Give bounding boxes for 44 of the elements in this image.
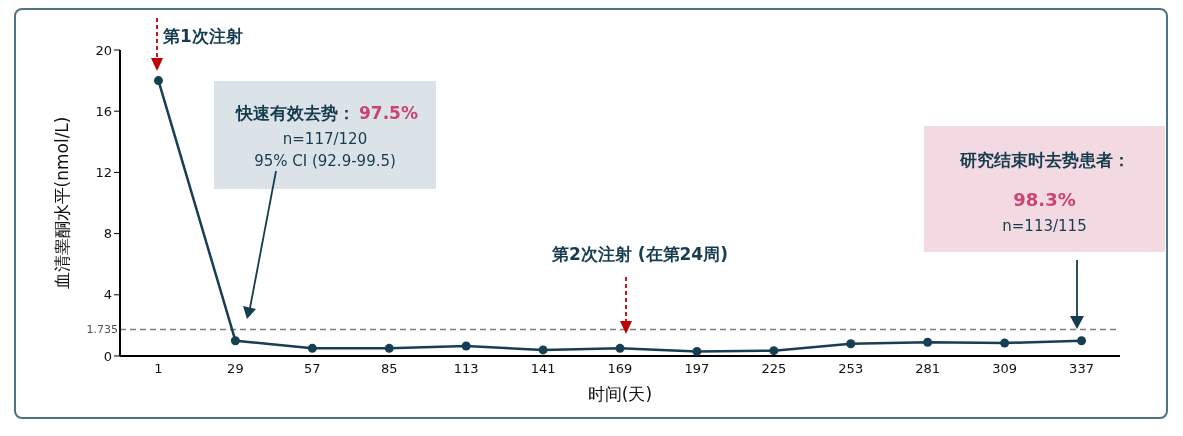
point bbox=[384, 343, 394, 353]
x-tick-label: 85 bbox=[380, 361, 398, 377]
point bbox=[692, 346, 702, 356]
point bbox=[1077, 336, 1087, 346]
annotation: n=113/115 bbox=[1002, 217, 1087, 235]
point bbox=[461, 341, 471, 351]
x-tick-label: 225 bbox=[761, 361, 787, 377]
annotation: n=117/120 bbox=[282, 130, 368, 148]
y-axis-title: 血清睾酮水平(nmol/L) bbox=[52, 116, 73, 290]
y-tick-label: 20 bbox=[95, 42, 112, 58]
x-axis-title: 时间(天) bbox=[587, 384, 653, 404]
x-tick-label: 57 bbox=[304, 361, 321, 377]
x-tick-label: 141 bbox=[530, 361, 556, 377]
x-tick-label: 29 bbox=[227, 361, 244, 377]
annotation: 95% CI (92.9-99.5) bbox=[254, 152, 396, 170]
point bbox=[615, 343, 625, 353]
point bbox=[538, 345, 548, 355]
x-tick-label: 197 bbox=[684, 361, 710, 377]
y-tick-label: 8 bbox=[103, 226, 112, 242]
annotation: 98.3% bbox=[1013, 189, 1076, 210]
point bbox=[153, 76, 163, 86]
x-tick-label: 337 bbox=[1069, 361, 1094, 377]
x-tick-label: 253 bbox=[838, 361, 864, 377]
annotation: 第2次注射 (在第24周) bbox=[551, 244, 728, 264]
x-tick-label: 113 bbox=[453, 361, 479, 377]
y-tick-label: 4 bbox=[103, 287, 112, 303]
point bbox=[1000, 338, 1010, 348]
annotation: 97.5% bbox=[359, 103, 418, 123]
x-tick-label: 309 bbox=[992, 361, 1018, 377]
text: 第1次注射 bbox=[162, 26, 243, 46]
ref-line-label: 1.735 bbox=[86, 323, 118, 337]
x-tick-label: 169 bbox=[607, 361, 633, 377]
point bbox=[923, 337, 933, 347]
point bbox=[307, 343, 317, 353]
annotation: 快速有效去势： bbox=[235, 103, 355, 123]
annotation: 研究结束时去势患者： bbox=[958, 150, 1130, 170]
x-tick-label: 281 bbox=[915, 361, 941, 377]
y-tick-label: 12 bbox=[95, 165, 112, 181]
x-tick-label: 1 bbox=[154, 361, 163, 377]
point bbox=[769, 346, 779, 356]
y-tick-label: 16 bbox=[95, 103, 112, 119]
y-tick-label: 0 bbox=[103, 348, 112, 364]
point bbox=[230, 336, 240, 346]
point bbox=[846, 339, 856, 349]
